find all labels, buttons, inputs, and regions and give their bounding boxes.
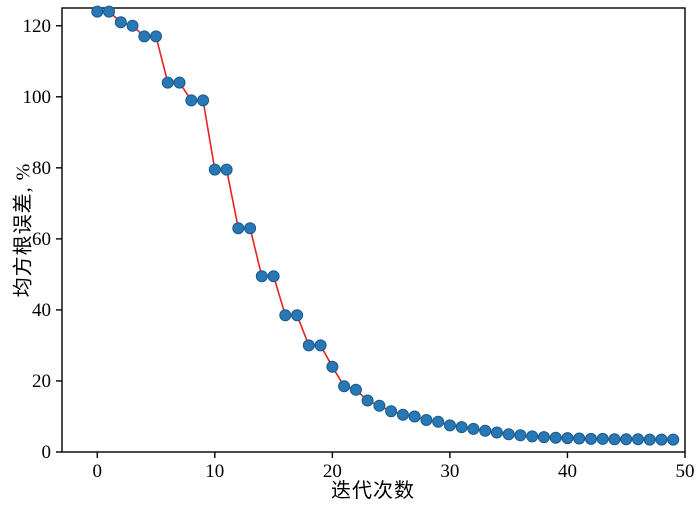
data-point-marker (197, 94, 210, 107)
x-tick-label: 40 (558, 461, 577, 482)
data-point-marker (632, 433, 644, 446)
y-tick-label: 60 (32, 229, 51, 250)
data-point-marker (620, 433, 633, 446)
data-point-marker (220, 163, 233, 176)
data-point-marker (655, 433, 668, 446)
y-tick-label: 0 (42, 442, 52, 463)
data-point-marker (185, 94, 198, 107)
data-point-marker (490, 426, 503, 439)
data-point-marker (561, 432, 574, 445)
data-point-marker (91, 5, 104, 18)
x-tick-label: 20 (323, 461, 342, 482)
y-tick-label: 100 (23, 87, 52, 108)
x-tick-label: 30 (440, 461, 459, 482)
data-point-marker (138, 30, 151, 43)
y-tick-label: 80 (32, 158, 51, 179)
data-point-marker (279, 309, 292, 322)
data-point-marker (385, 405, 398, 418)
data-point-marker (326, 360, 339, 373)
x-tick-label: 0 (93, 461, 103, 482)
data-point-marker (467, 422, 480, 435)
x-tick-label: 50 (676, 461, 695, 482)
y-axis-ticks: 0 20 40 60 80 100 120 (23, 16, 62, 463)
plot-frame (61, 7, 686, 453)
data-point-marker (432, 415, 445, 428)
data-point-marker (150, 30, 162, 43)
y-tick-label: 120 (23, 16, 52, 37)
data-point-marker (302, 339, 315, 352)
data-point-marker (420, 414, 433, 426)
data-point-marker (479, 424, 492, 437)
data-point-marker (396, 408, 409, 421)
data-point-marker (314, 339, 327, 352)
data-point-marker (502, 428, 515, 441)
data-point-marker (232, 222, 245, 235)
rmse-markers (91, 5, 680, 446)
data-point-marker (573, 432, 586, 445)
x-tick-label: 10 (205, 461, 224, 482)
data-point-marker (643, 433, 656, 446)
data-point-marker (667, 433, 680, 446)
data-point-marker (255, 270, 268, 283)
data-point-marker (361, 394, 374, 407)
data-point-marker (549, 431, 562, 444)
data-point-marker (161, 76, 174, 89)
data-point-marker (208, 163, 221, 176)
data-point-marker (291, 309, 304, 322)
data-point-marker (608, 433, 621, 446)
data-point-marker (373, 399, 386, 412)
data-point-marker (267, 270, 280, 283)
data-point-marker (349, 383, 362, 396)
data-point-marker (443, 419, 456, 432)
data-point-marker (514, 429, 527, 442)
rmse-line-series (97, 10, 674, 441)
data-point-marker (526, 430, 539, 443)
data-point-marker (455, 421, 468, 434)
data-point-marker (537, 431, 550, 444)
data-point-marker (173, 76, 186, 89)
data-point-marker (408, 410, 421, 423)
data-point-marker (596, 432, 609, 445)
y-axis-title: 均方根误差, % (12, 162, 35, 298)
x-axis-ticks: 0 10 20 30 40 50 (93, 452, 695, 482)
data-point-marker (585, 432, 597, 445)
y-tick-label: 20 (32, 371, 51, 392)
data-point-marker (103, 5, 115, 18)
x-axis-title: 迭代次数 (331, 480, 415, 502)
data-point-marker (338, 380, 351, 393)
y-tick-label: 40 (32, 300, 51, 321)
data-point-marker (114, 16, 127, 29)
data-point-marker (244, 222, 257, 235)
data-point-marker (126, 19, 139, 32)
